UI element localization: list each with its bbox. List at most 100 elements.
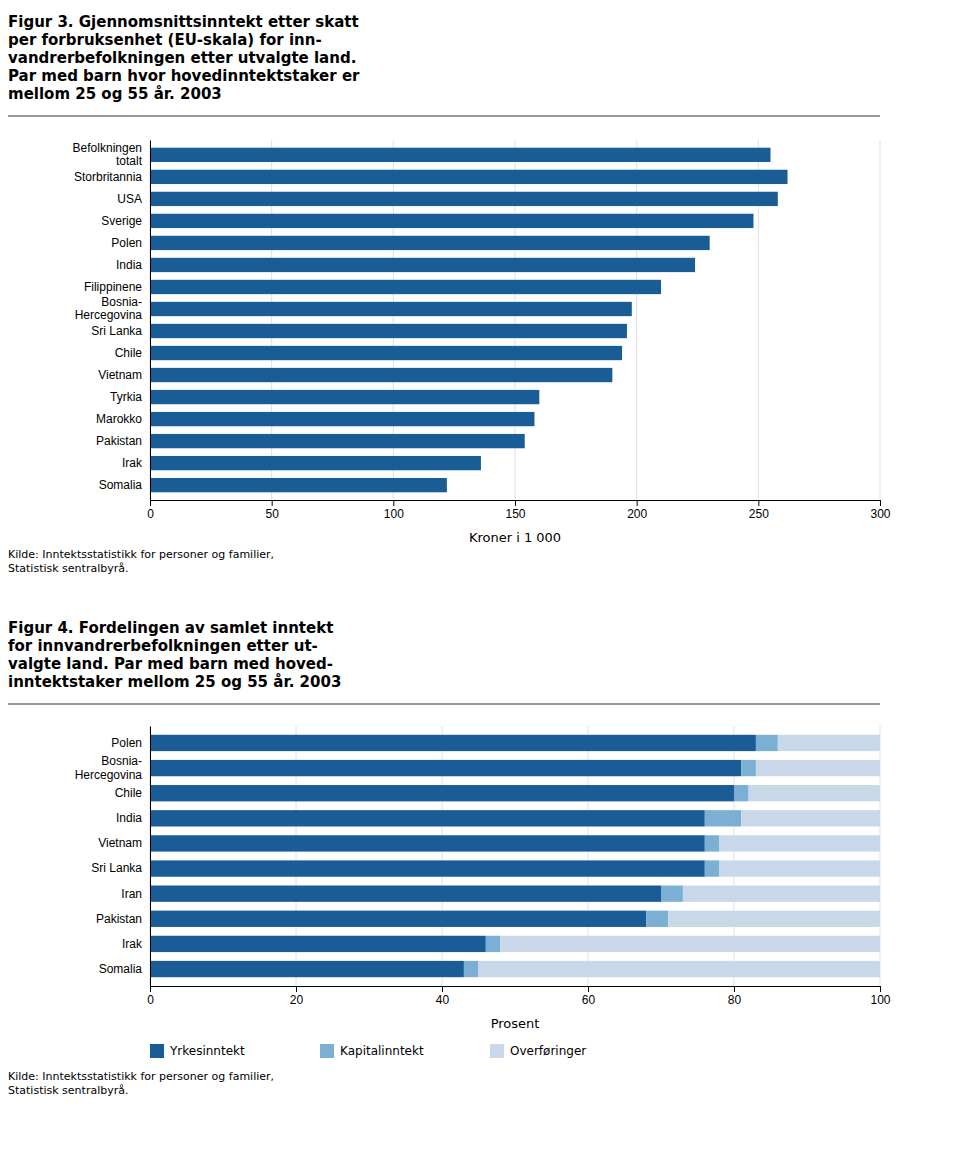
grid-line — [880, 140, 881, 500]
text-line: Pakistan — [96, 912, 142, 926]
bar-segment — [683, 886, 880, 902]
bar — [150, 236, 710, 250]
source-note: Kilde: Inntektsstatistikk for personer o… — [8, 1070, 274, 1097]
x-tick: 50 — [265, 500, 279, 521]
x-tick: 60 — [582, 986, 596, 1007]
bar-segment — [741, 810, 880, 826]
grid-line — [150, 726, 151, 986]
plot-area: 050100150200250300BefolkningentotaltStor… — [73, 140, 891, 521]
text-line: totalt — [116, 154, 143, 168]
x-tick: 150 — [505, 500, 525, 521]
legend-swatch — [150, 1044, 164, 1058]
text-line: Iran — [121, 887, 142, 901]
bar-segment — [756, 735, 778, 751]
text-line: Somalia — [99, 962, 143, 976]
y-axis: BefolkningentotaltStorbritanniaUSASverig… — [73, 141, 151, 501]
x-tick-mark — [393, 500, 394, 506]
x-tick-label: 40 — [436, 993, 450, 1007]
bar — [150, 170, 788, 184]
y-tick-label: Irak — [122, 937, 143, 951]
text-line: Marokko — [96, 412, 142, 426]
text-line: inntektstaker mellom 25 og 55 år. 2003 — [8, 673, 341, 691]
bar — [150, 412, 534, 426]
y-tick-label: Chile — [115, 346, 143, 360]
bar-segment — [500, 936, 880, 952]
text-line: India — [116, 258, 142, 272]
text-line: Bosnia- — [101, 295, 142, 309]
x-tick: 0 — [147, 500, 154, 521]
y-tick: Pakistan — [96, 912, 150, 926]
bar — [150, 280, 661, 294]
y-tick: Polen — [111, 736, 150, 750]
y-tick: Bosnia-Hercegovina — [75, 754, 150, 781]
bar-series — [479, 735, 881, 977]
y-tick: Chile — [115, 346, 150, 360]
x-tick-label: 80 — [728, 993, 742, 1007]
bars — [150, 148, 788, 493]
y-tick-label: Chile — [115, 786, 143, 800]
y-axis-line — [150, 727, 151, 987]
y-tick-label: Vietnam — [98, 368, 142, 382]
chart: Figur 3. Gjennomsnittsinntekt etter skat… — [8, 13, 891, 575]
bar-segment — [150, 911, 646, 927]
text-line: Somalia — [99, 478, 143, 492]
x-tick-label: 200 — [627, 507, 647, 521]
x-tick-mark — [880, 986, 881, 992]
x-tick-label: 50 — [265, 507, 279, 521]
grid — [150, 140, 880, 500]
y-tick: Somalia — [99, 478, 150, 492]
bar-segment — [734, 785, 749, 801]
y-tick-label: Bosnia-Hercegovina — [75, 754, 143, 781]
bar-segment — [661, 886, 683, 902]
bar-segment — [646, 911, 668, 927]
text-line: Hercegovina — [75, 308, 143, 322]
y-tick: Bosnia-Hercegovina — [75, 295, 150, 322]
chart-title: Figur 3. Gjennomsnittsinntekt etter skat… — [8, 13, 360, 103]
x-tick-mark — [442, 986, 443, 992]
legend-item: Overføringer — [490, 1044, 586, 1058]
bar — [150, 434, 525, 448]
text-line: Irak — [122, 456, 143, 470]
plot-area: 020406080100PolenBosnia-HercegovinaChile… — [75, 726, 891, 1007]
y-tick-label: India — [116, 258, 142, 272]
text-line: Sverige — [101, 214, 142, 228]
x-tick-label: 0 — [147, 507, 154, 521]
bar — [150, 368, 612, 382]
y-tick-label: Marokko — [96, 412, 142, 426]
x-tick: 100 — [384, 500, 404, 521]
text-line: Polen — [111, 236, 142, 250]
bar-segment — [150, 961, 464, 977]
text-line: vandrerbefolkningen etter utvalgte land. — [8, 49, 356, 67]
x-tick-mark — [150, 986, 151, 992]
text-line: India — [116, 811, 142, 825]
y-tick-label: Somalia — [99, 478, 143, 492]
x-tick: 40 — [436, 986, 450, 1007]
y-tick-label: Storbritannia — [74, 170, 142, 184]
bar-segment — [741, 760, 756, 776]
legend-swatch — [490, 1044, 504, 1058]
text-line: Pakistan — [96, 434, 142, 448]
grid — [150, 726, 880, 986]
text-line: Storbritannia — [74, 170, 142, 184]
bar — [150, 148, 771, 162]
bar-segment — [150, 785, 734, 801]
bar — [150, 214, 753, 228]
x-tick-label: 100 — [870, 993, 890, 1007]
title-rule — [8, 704, 880, 705]
x-tick-mark — [515, 500, 516, 506]
bar — [150, 192, 778, 206]
bar — [150, 346, 622, 360]
bar-segment — [749, 785, 880, 801]
y-tick-label: Bosnia-Hercegovina — [75, 295, 143, 322]
x-axis-line — [151, 987, 881, 993]
bar-segment — [756, 760, 880, 776]
bar-segment — [705, 860, 720, 876]
y-tick: Tyrkia — [110, 390, 150, 404]
chart: Figur 4. Fordelingen av samlet inntektfo… — [8, 619, 891, 1097]
legend: YrkesinntektKapitalinntektOverføringer — [150, 1044, 586, 1058]
text-line: Par med barn hvor hovedinntektstaker er — [8, 67, 360, 85]
x-tick: 80 — [728, 986, 742, 1007]
bar-segment — [150, 810, 705, 826]
x-axis-line — [151, 501, 881, 507]
y-tick: USA — [117, 192, 150, 206]
